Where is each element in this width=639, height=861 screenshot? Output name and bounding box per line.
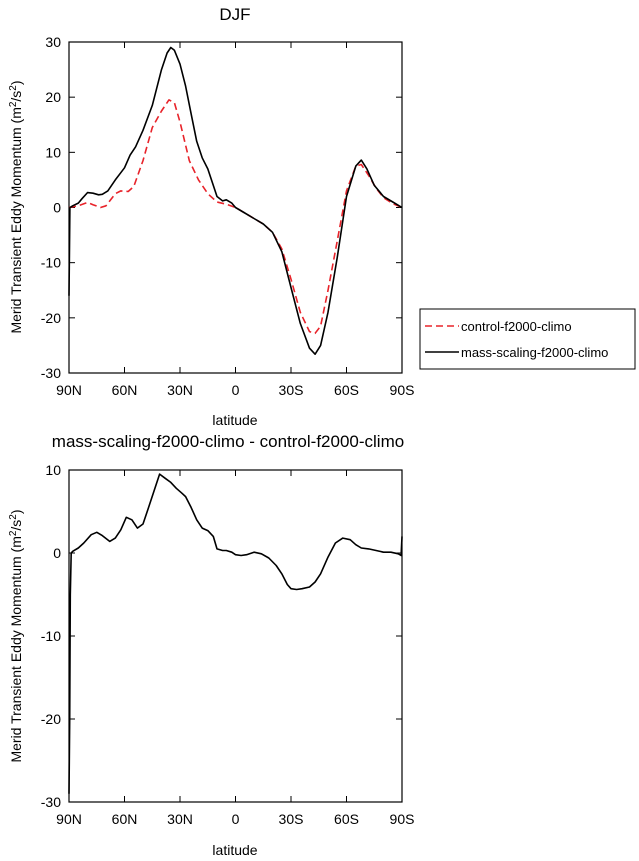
top-panel-y-axis-label-main: Merid Transient Eddy Momentum (m — [8, 107, 24, 333]
x-tick-label: 60S — [334, 382, 359, 398]
x-tick-label: 60N — [112, 382, 138, 398]
series-line-1 — [68, 46, 403, 356]
bottom-panel-y-axis-label-mid: /s — [8, 520, 24, 531]
bottom-panel-y-axis-label-main: Merid Transient Eddy Momentum (m — [8, 536, 24, 762]
x-tick-label: 30S — [279, 382, 304, 398]
y-tick-label: -20 — [41, 711, 61, 727]
top-panel-y-axis-label-mid: /s — [8, 91, 24, 102]
y-tick-label: 10 — [45, 144, 61, 160]
top-panel-y-axis-label-sup: 2 — [8, 101, 19, 107]
bottom-panel-y-axis-label-end: ) — [8, 509, 24, 514]
series-line-0 — [68, 473, 403, 794]
x-tick-label: 90S — [390, 811, 415, 827]
x-tick-label: 30N — [167, 382, 193, 398]
top-panel-y-axis-label-end: ) — [8, 80, 24, 85]
legend-box — [419, 308, 636, 370]
x-tick-label: 90N — [56, 811, 82, 827]
y-tick-label: -20 — [41, 310, 61, 326]
bottom-panel-x-axis-label: latitude — [212, 842, 257, 858]
x-tick-label: 30S — [279, 811, 304, 827]
bottom-panel-y-axis-label-sup2: 2 — [8, 514, 19, 520]
top-panel-ticks: 90N 60N 30N 0 30S 60S 90S -30 -20 -10 0 10 20 30 — [41, 34, 415, 398]
legend: control-f2000-climo mass-scaling-f2000-c… — [419, 308, 636, 370]
x-tick-label: 0 — [232, 811, 240, 827]
y-tick-label: 30 — [45, 34, 61, 50]
x-tick-label: 90N — [56, 382, 82, 398]
y-tick-label: -30 — [41, 365, 61, 381]
bottom-panel-series — [68, 473, 403, 794]
bottom-panel-title: mass-scaling-f2000-climo - control-f2000… — [52, 432, 404, 451]
y-tick-label: -30 — [41, 794, 61, 810]
y-tick-label: -10 — [41, 628, 61, 644]
top-panel-x-axis-label: latitude — [212, 412, 257, 428]
top-panel-y-axis-label: Merid Transient Eddy Momentum (m2/s2) — [8, 80, 24, 333]
x-tick-label: 60N — [112, 811, 138, 827]
x-tick-label: 30N — [167, 811, 193, 827]
top-panel-title: DJF — [219, 5, 250, 24]
top-panel: DJF 90N 60N 30N 0 30S 60S 90S-30-20-100102030 … — [8, 5, 414, 428]
bottom-panel-plot-area — [68, 469, 403, 803]
legend-label-mass-scaling: mass-scaling-f2000-climo — [461, 345, 608, 360]
x-tick-label: 60S — [334, 811, 359, 827]
bottom-panel: mass-scaling-f2000-climo - control-f2000… — [8, 432, 414, 858]
top-panel-series — [68, 46, 403, 356]
bottom-panel-y-axis-label: Merid Transient Eddy Momentum (m2/s2) — [8, 509, 24, 762]
x-tick-label: 90S — [390, 382, 415, 398]
y-tick-label: 10 — [45, 462, 61, 478]
bottom-panel-ticks: 90N 60N 30N 0 30S 60S 90S -30 -20 -10 0 10 — [41, 462, 415, 827]
legend-label-control: control-f2000-climo — [461, 319, 572, 334]
y-tick-label: 20 — [45, 89, 61, 105]
x-tick-label: 0 — [232, 382, 240, 398]
y-tick-label: 0 — [53, 200, 61, 216]
bottom-panel-y-axis-label-sup: 2 — [8, 530, 19, 536]
top-panel-y-axis-label-sup2: 2 — [8, 85, 19, 91]
series-line-0 — [68, 99, 403, 335]
y-tick-label: 0 — [53, 545, 61, 561]
y-tick-label: -10 — [41, 255, 61, 271]
